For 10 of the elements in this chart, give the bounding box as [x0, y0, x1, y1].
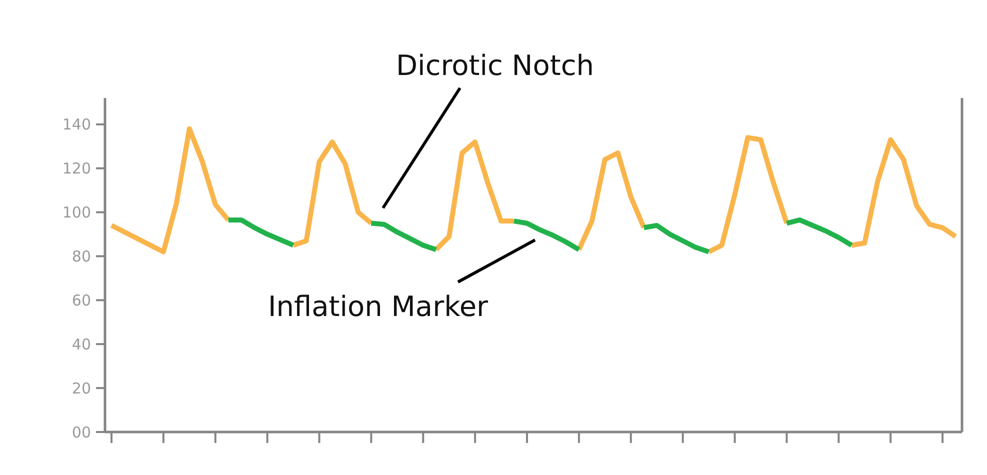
y-tick-label: 100 [62, 204, 91, 222]
y-tick-label: 80 [72, 247, 91, 266]
text: Dicrotic Notch [396, 49, 594, 82]
annotation: Inflation Marker [268, 290, 489, 323]
y-tick-label: 60 [72, 291, 91, 310]
y-tick-label: 120 [62, 160, 91, 178]
y-tick-label: 40 [72, 335, 91, 354]
y-tick-label: 00 [72, 423, 91, 442]
y-tick-label: 20 [72, 379, 91, 398]
y-tick-label: 140 [62, 116, 91, 134]
